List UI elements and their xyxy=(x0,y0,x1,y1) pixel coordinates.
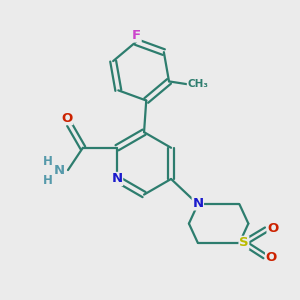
Text: O: O xyxy=(61,112,73,124)
Text: CH₃: CH₃ xyxy=(187,80,208,89)
Text: S: S xyxy=(239,236,249,249)
Text: H: H xyxy=(43,155,53,168)
Text: N: N xyxy=(112,172,123,185)
Text: O: O xyxy=(267,221,278,235)
Text: N: N xyxy=(192,197,203,210)
Text: O: O xyxy=(266,251,277,264)
Text: F: F xyxy=(132,29,141,42)
Text: H: H xyxy=(43,174,53,187)
Text: N: N xyxy=(54,164,65,177)
